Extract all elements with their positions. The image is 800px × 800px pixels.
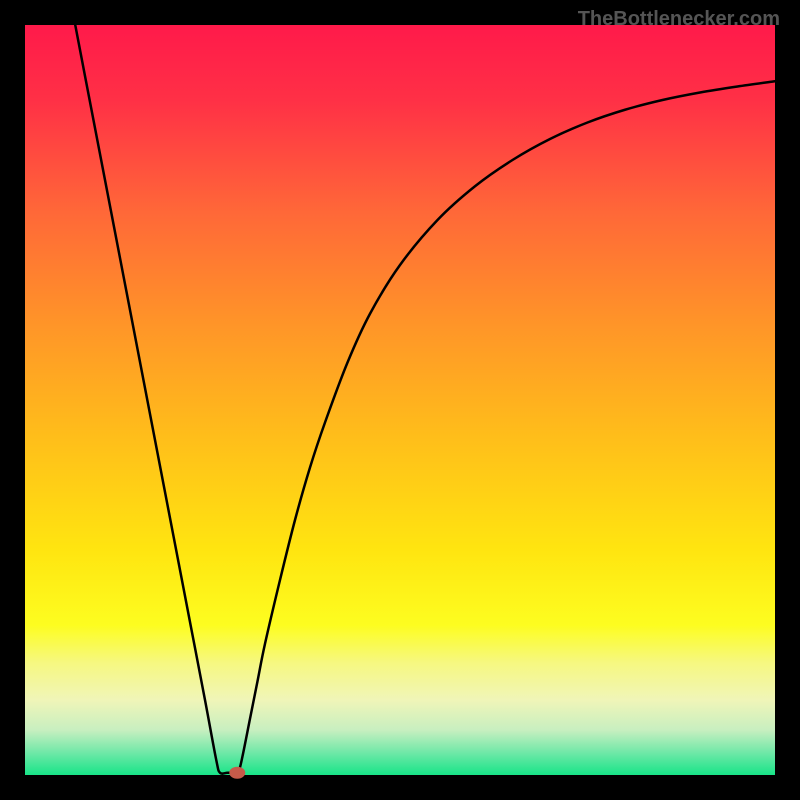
chart-background	[25, 25, 775, 775]
watermark-text: TheBottlenecker.com	[578, 8, 780, 31]
optimal-point-marker	[229, 767, 245, 779]
chart-svg	[0, 0, 800, 800]
chart-container: TheBottlenecker.com	[0, 0, 800, 800]
